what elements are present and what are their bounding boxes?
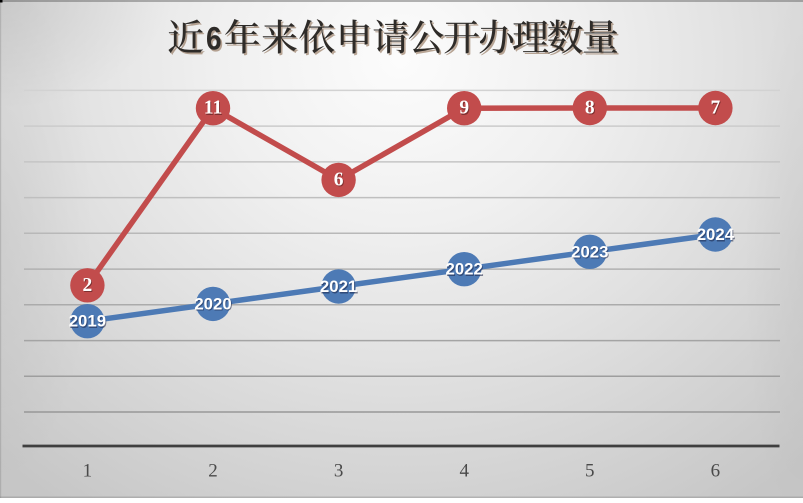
svg-text:8: 8: [586, 99, 596, 120]
svg-text:2023: 2023: [572, 244, 609, 263]
svg-text:2021: 2021: [321, 278, 358, 297]
svg-text:2020: 2020: [195, 296, 232, 315]
svg-text:2: 2: [208, 461, 218, 482]
svg-text:3: 3: [334, 461, 344, 482]
svg-text:2024: 2024: [697, 225, 735, 244]
svg-text:4: 4: [459, 461, 469, 482]
svg-text:2020: 2020: [194, 294, 231, 313]
svg-text:6: 6: [334, 169, 344, 190]
svg-text:2019: 2019: [70, 313, 107, 332]
svg-text:2023: 2023: [571, 242, 608, 261]
svg-text:9: 9: [459, 98, 469, 119]
svg-text:2: 2: [83, 276, 93, 297]
svg-text:7: 7: [711, 99, 721, 120]
svg-text:1: 1: [83, 461, 93, 482]
svg-text:2: 2: [83, 275, 93, 296]
svg-text:11: 11: [205, 99, 223, 120]
svg-text:2021: 2021: [320, 277, 357, 296]
svg-text:8: 8: [585, 98, 595, 119]
svg-text:5: 5: [585, 461, 595, 482]
svg-text:11: 11: [204, 98, 222, 119]
svg-text:2022: 2022: [446, 261, 483, 280]
svg-text:2019: 2019: [69, 312, 106, 331]
svg-text:2024: 2024: [698, 226, 736, 245]
svg-text:9: 9: [460, 99, 470, 120]
svg-text:2022: 2022: [446, 260, 483, 279]
svg-text:6: 6: [711, 461, 721, 482]
svg-text:6: 6: [335, 171, 345, 192]
svg-text:7: 7: [711, 98, 721, 119]
